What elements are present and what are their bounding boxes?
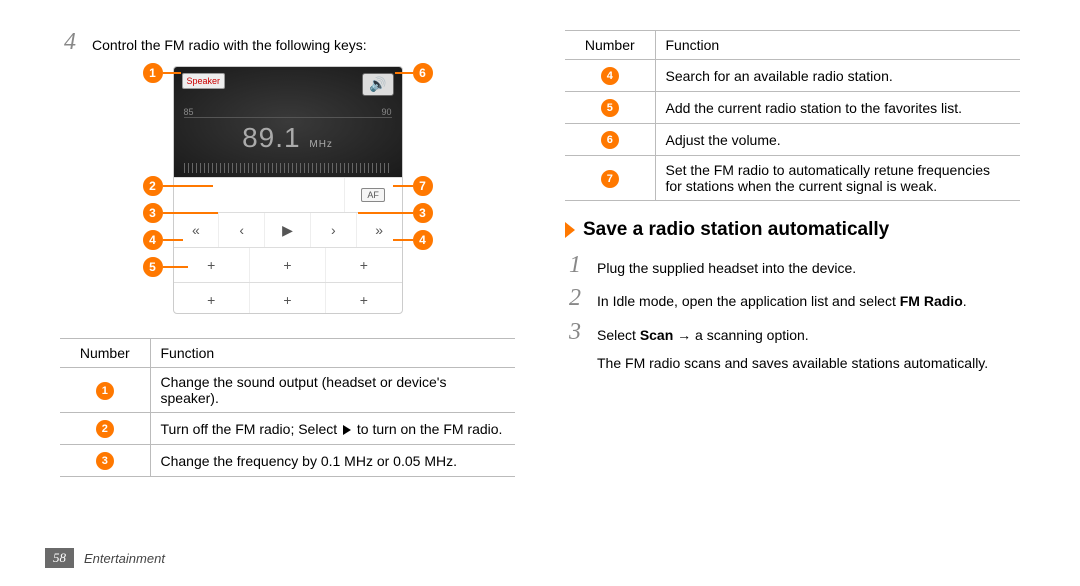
callout-5: 5 xyxy=(143,257,163,277)
footer-section: Entertainment xyxy=(84,551,165,566)
step-number: 1 xyxy=(565,253,585,278)
row-badge: 3 xyxy=(96,452,114,470)
col-number: Number xyxy=(60,339,150,368)
row-badge: 4 xyxy=(601,67,619,85)
callout-3r: 3 xyxy=(413,203,433,223)
fav-button[interactable]: + xyxy=(174,283,250,314)
volume-icon[interactable]: 🔊 xyxy=(362,73,393,96)
fav-button[interactable]: + xyxy=(174,248,250,282)
play-button[interactable]: ▶ xyxy=(265,213,311,247)
row-function: Change the sound output (headset or devi… xyxy=(150,368,515,413)
af-button[interactable]: AF xyxy=(361,188,385,202)
row-badge: 6 xyxy=(601,131,619,149)
play-icon xyxy=(343,425,351,435)
speaker-button[interactable]: Speaker xyxy=(182,73,226,89)
step-number: 3 xyxy=(565,320,585,345)
left-column: 4 Control the FM radio with the followin… xyxy=(60,30,515,586)
callout-4r: 4 xyxy=(413,230,433,250)
frequency-scale: 85 90 xyxy=(184,107,392,117)
table-row: 3 Change the frequency by 0.1 MHz or 0.0… xyxy=(60,445,515,477)
row-badge: 1 xyxy=(96,382,114,400)
step-text: Select Scan → a scanning option. xyxy=(597,320,1020,345)
step-text: Control the FM radio with the following … xyxy=(92,30,515,55)
step-3: 3 Select Scan → a scanning option. xyxy=(565,320,1020,345)
callout-4l: 4 xyxy=(143,230,163,250)
right-column: Number Function 4 Search for an availabl… xyxy=(565,30,1020,586)
callout-7: 7 xyxy=(413,176,433,196)
af-row: AF xyxy=(174,177,402,212)
col-function: Function xyxy=(655,31,1020,60)
seek-end-button[interactable]: » xyxy=(357,213,402,247)
fav-button[interactable]: + xyxy=(326,283,401,314)
callout-2: 2 xyxy=(143,176,163,196)
fav-button[interactable]: + xyxy=(326,248,401,282)
row-function: Add the current radio station to the fav… xyxy=(655,92,1020,124)
radio-figure: Speaker 🔊 85 90 89.1 MHz AF « ‹ ▶ xyxy=(128,63,448,318)
radio-display: Speaker 🔊 85 90 89.1 MHz xyxy=(174,67,402,177)
fav-row-1: + + + xyxy=(174,247,402,282)
chevron-icon xyxy=(565,222,575,238)
step-subtext: The FM radio scans and saves available s… xyxy=(597,353,1020,373)
table-row: 7 Set the FM radio to automatically retu… xyxy=(565,156,1020,201)
step-2: 2 In Idle mode, open the application lis… xyxy=(565,286,1020,311)
table-row: 4 Search for an available radio station. xyxy=(565,60,1020,92)
row-function: Turn off the FM radio; Select to turn on… xyxy=(150,413,515,445)
row-function: Change the frequency by 0.1 MHz or 0.05 … xyxy=(150,445,515,477)
control-row: « ‹ ▶ › » xyxy=(174,212,402,247)
row-function: Search for an available radio station. xyxy=(655,60,1020,92)
dial-ticks xyxy=(184,163,392,173)
row-badge: 5 xyxy=(601,99,619,117)
callout-6: 6 xyxy=(413,63,433,83)
table-row: 6 Adjust the volume. xyxy=(565,124,1020,156)
seek-start-button[interactable]: « xyxy=(174,213,220,247)
col-number: Number xyxy=(565,31,655,60)
prev-button[interactable]: ‹ xyxy=(219,213,265,247)
table-row: 2 Turn off the FM radio; Select to turn … xyxy=(60,413,515,445)
row-badge: 2 xyxy=(96,420,114,438)
step-number: 2 xyxy=(565,286,585,311)
function-table-left: Number Function 1 Change the sound outpu… xyxy=(60,338,515,477)
page-footer: 58 Entertainment xyxy=(45,548,165,568)
fav-row-2: + + + xyxy=(174,282,402,314)
page-number: 58 xyxy=(45,548,74,568)
fav-button[interactable]: + xyxy=(250,248,326,282)
row-badge: 7 xyxy=(601,170,619,188)
step-text: In Idle mode, open the application list … xyxy=(597,286,1020,311)
radio-body: Speaker 🔊 85 90 89.1 MHz AF « ‹ ▶ xyxy=(173,66,403,314)
col-function: Function xyxy=(150,339,515,368)
frequency-display: 89.1 MHz xyxy=(174,122,402,154)
step-1: 1 Plug the supplied headset into the dev… xyxy=(565,253,1020,278)
table-row: 1 Change the sound output (headset or de… xyxy=(60,368,515,413)
callout-3l: 3 xyxy=(143,203,163,223)
row-function: Adjust the volume. xyxy=(655,124,1020,156)
section-heading: Save a radio station automatically xyxy=(565,219,1020,241)
next-button[interactable]: › xyxy=(311,213,357,247)
fav-button[interactable]: + xyxy=(250,283,326,314)
step-number: 4 xyxy=(60,30,80,55)
function-table-right: Number Function 4 Search for an availabl… xyxy=(565,30,1020,201)
step-text: Plug the supplied headset into the devic… xyxy=(597,253,1020,278)
row-function: Set the FM radio to automatically retune… xyxy=(655,156,1020,201)
table-row: 5 Add the current radio station to the f… xyxy=(565,92,1020,124)
section-title: Save a radio station automatically xyxy=(583,219,889,241)
callout-1: 1 xyxy=(143,63,163,83)
step-4: 4 Control the FM radio with the followin… xyxy=(60,30,515,55)
